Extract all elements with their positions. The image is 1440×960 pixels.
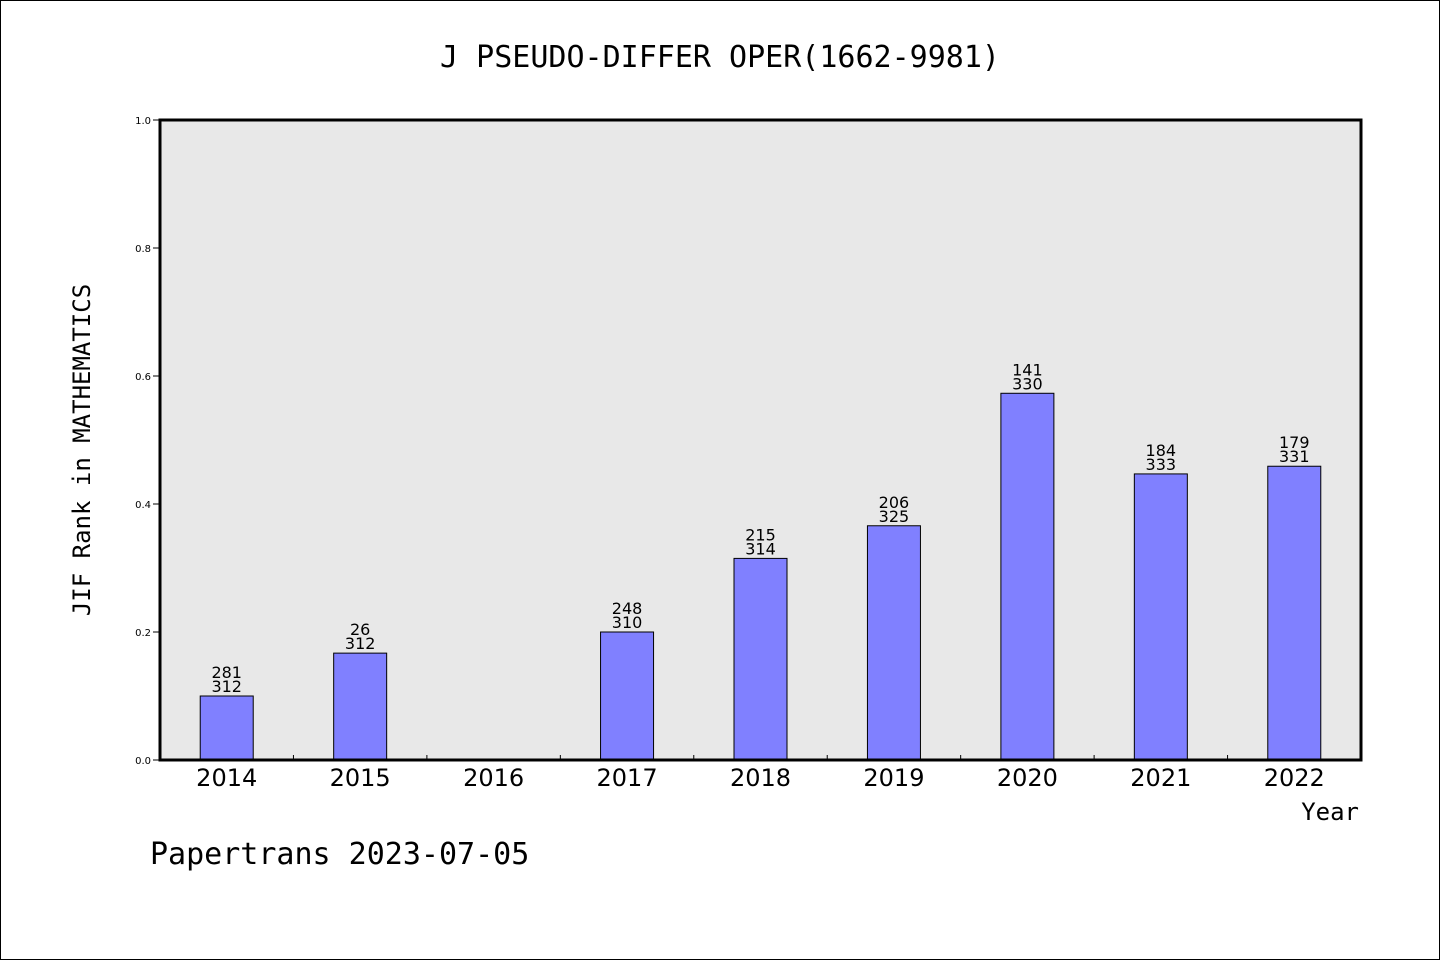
x-tick-label: 2022 <box>1264 764 1325 792</box>
y-tick-label: 0.4 <box>135 500 151 511</box>
x-axis-ticks: 2014 2015 2016 2017 2018 2019 2020 2021 2022 <box>196 755 1325 792</box>
bar-2019 <box>866 525 921 761</box>
x-tick-label: 2015 <box>330 764 391 792</box>
bar-total-label: 314 <box>745 539 776 558</box>
x-tick-label: 2021 <box>1130 764 1191 792</box>
bar-2015 <box>333 652 388 761</box>
bar-2020 <box>1000 392 1055 761</box>
bar-labels-group: 2813122631224831021531420632514133018433… <box>211 360 1309 696</box>
bar-2018 <box>733 557 788 761</box>
bar-total-label: 331 <box>1279 447 1310 466</box>
y-tick-label: 1.0 <box>135 116 151 127</box>
bar-total-label: 312 <box>211 677 242 696</box>
y-tick-label: 0.2 <box>135 628 151 639</box>
bar-2014 <box>199 695 254 761</box>
y-axis-ticks: 0.0 0.2 0.4 0.6 0.8 1.0 <box>135 116 160 767</box>
y-tick-label: 0.8 <box>135 244 151 255</box>
x-tick-label: 2014 <box>196 764 257 792</box>
bar-total-label: 312 <box>345 634 376 653</box>
x-axis-label: Year <box>1301 798 1359 826</box>
bar-rank-label: 179 <box>1279 433 1310 452</box>
bar-rank-label: 215 <box>745 525 776 544</box>
bar-rank-label: 184 <box>1146 441 1177 460</box>
plot-border <box>158 118 1363 762</box>
chart-title: J PSEUDO-DIFFER OPER(1662-9981) <box>440 40 1000 75</box>
bar-total-label: 330 <box>1012 374 1043 393</box>
bar-2022 <box>1267 465 1322 761</box>
bar-rank-label: 206 <box>879 493 910 512</box>
x-tick-label: 2018 <box>730 764 791 792</box>
x-tick-label: 2020 <box>997 764 1058 792</box>
bar-2021 <box>1133 473 1188 761</box>
bar-rank-label: 141 <box>1012 360 1043 379</box>
bar-rank-label: 26 <box>350 620 370 639</box>
bar-rank-label: 248 <box>612 599 643 618</box>
bars-group <box>199 392 1322 761</box>
bar-2017 <box>600 631 655 761</box>
x-tick-label: 2017 <box>597 764 658 792</box>
y-axis-label: JIF Rank in MATHEMATICS <box>68 284 96 616</box>
bar-rank-label: 281 <box>211 663 242 682</box>
x-tick-label: 2016 <box>463 764 524 792</box>
bar-total-label: 333 <box>1146 455 1177 474</box>
x-tick-label: 2019 <box>863 764 924 792</box>
footer-credit: Papertrans 2023-07-05 <box>150 837 529 872</box>
y-tick-label: 0.6 <box>135 372 151 383</box>
y-tick-label: 0.0 <box>135 756 151 767</box>
bar-total-label: 325 <box>879 507 910 526</box>
bar-total-label: 310 <box>612 613 643 632</box>
